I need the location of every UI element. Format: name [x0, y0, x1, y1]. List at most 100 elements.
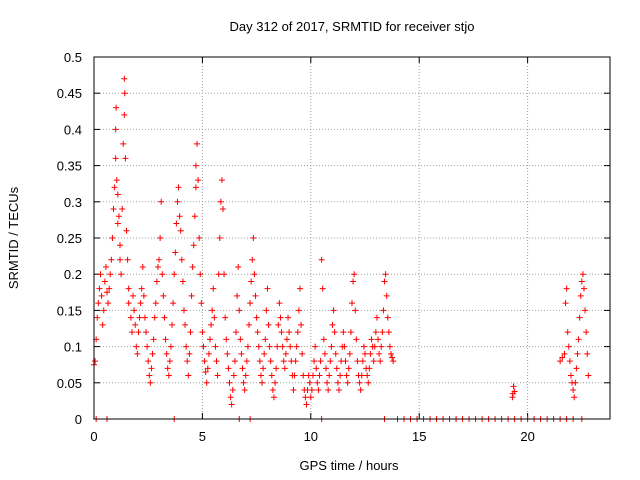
data-point: [157, 235, 164, 241]
data-point: [165, 372, 172, 379]
data-point: [164, 365, 171, 372]
x-tick-label: 20: [520, 429, 534, 444]
data-point: [217, 198, 224, 205]
data-point: [145, 358, 152, 365]
data-point: [192, 162, 199, 169]
data-point: [349, 300, 355, 307]
data-point: [347, 329, 354, 336]
data-point: [117, 256, 124, 263]
data-point: [279, 343, 286, 350]
data-point: [125, 285, 132, 292]
data-point: [343, 372, 350, 379]
data-point: [110, 206, 117, 213]
data-point: [255, 343, 262, 350]
data-point: [327, 358, 334, 365]
data-point: [208, 321, 215, 328]
data-point: [570, 387, 577, 394]
data-point: [272, 379, 279, 386]
data-point: [577, 292, 584, 299]
data-point: [161, 314, 168, 321]
data-point: [131, 307, 138, 314]
data-point: [117, 242, 124, 249]
data-point: [101, 278, 108, 285]
data-point: [209, 307, 216, 314]
data-point: [229, 387, 236, 394]
data-point: [263, 307, 270, 314]
data-point: [274, 343, 281, 350]
y-tick-label: 0.45: [57, 86, 82, 101]
data-point: [234, 292, 241, 299]
data-point: [278, 329, 285, 336]
data-point: [135, 329, 142, 336]
data-point: [286, 329, 293, 336]
data-point: [191, 213, 198, 220]
data-point: [247, 300, 254, 307]
data-point: [300, 372, 307, 379]
data-point: [285, 314, 292, 321]
data-point: [109, 235, 116, 241]
data-point: [199, 329, 206, 336]
x-axis-label: GPS time / hours: [300, 458, 399, 473]
grid-lines: [94, 57, 610, 419]
data-point: [241, 387, 248, 394]
data-point: [333, 365, 340, 372]
data-point: [94, 314, 101, 321]
data-point: [364, 372, 371, 379]
data-point: [205, 350, 212, 357]
data-point: [299, 350, 306, 357]
y-tick-label: 0.25: [57, 231, 82, 246]
data-point: [574, 350, 581, 357]
data-point: [280, 358, 287, 365]
data-point: [134, 350, 141, 357]
data-point: [242, 372, 249, 379]
data-point: [319, 285, 326, 292]
data-point: [175, 184, 182, 191]
data-point: [379, 329, 386, 336]
data-point: [218, 177, 225, 184]
data-point: [197, 271, 204, 278]
data-point: [384, 314, 391, 321]
data-point: [308, 387, 315, 394]
data-point: [173, 220, 180, 227]
data-point: [303, 401, 310, 408]
data-point: [259, 379, 266, 386]
data-point: [557, 358, 564, 365]
data-point: [283, 336, 290, 343]
chart-title: Day 312 of 2017, SRMTID for receiver stj…: [230, 19, 475, 34]
data-point: [210, 285, 217, 292]
data-point: [267, 358, 274, 365]
data-point: [580, 285, 587, 292]
data-point: [239, 365, 246, 372]
data-point: [268, 372, 275, 379]
data-point: [375, 336, 382, 343]
data-point: [249, 256, 256, 263]
data-point: [324, 379, 331, 386]
data-point: [113, 104, 120, 111]
data-point: [388, 350, 395, 357]
data-point: [565, 343, 572, 350]
data-point: [311, 358, 318, 365]
y-tick-label: 0: [75, 412, 82, 427]
data-point: [510, 383, 517, 390]
data-point: [127, 314, 134, 321]
data-point: [390, 358, 397, 365]
data-point: [212, 343, 219, 350]
data-point: [573, 365, 580, 372]
data-point: [193, 140, 200, 147]
data-point: [174, 198, 181, 205]
data-point: [111, 184, 118, 191]
data-point: [282, 350, 289, 357]
data-point: [356, 379, 363, 386]
data-point: [201, 358, 208, 365]
data-point: [143, 329, 150, 336]
data-point: [372, 329, 379, 336]
data-point: [341, 343, 348, 350]
data-point: [385, 329, 392, 336]
data-point: [231, 358, 238, 365]
data-point: [230, 372, 237, 379]
data-points: [91, 75, 592, 422]
data-point: [95, 300, 102, 307]
tick-labels: 0 5 10 15 20 0 0.05 0.1 0.15 0.2 0.25 0.3 0.35 0.4 0.4…: [57, 50, 535, 444]
